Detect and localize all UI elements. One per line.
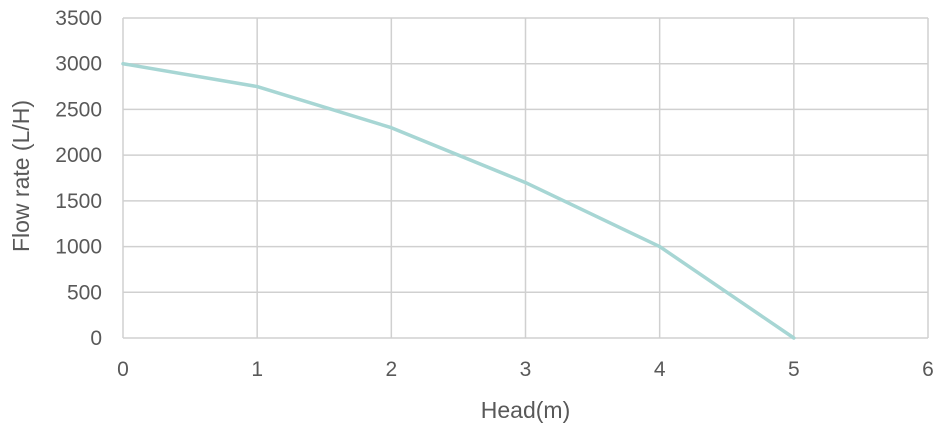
y-axis-title: Flow rate (L/H) — [8, 100, 34, 252]
x-tick-label: 3 — [520, 358, 532, 381]
y-tick-label: 3500 — [55, 7, 102, 30]
series-line — [121, 61, 796, 340]
y-tick-label: 2500 — [55, 98, 102, 121]
y-tick-label: 500 — [67, 281, 102, 304]
x-tick-label: 6 — [922, 358, 934, 381]
y-tick-label: 1500 — [55, 190, 102, 213]
y-tick-label: 0 — [90, 327, 102, 350]
x-tick-label: 4 — [654, 358, 666, 381]
x-tick-label: 5 — [788, 358, 800, 381]
y-tick-label: 1000 — [55, 236, 102, 259]
x-tick-label: 0 — [117, 358, 129, 381]
x-tick-label: 2 — [385, 358, 397, 381]
x-tick-label: 1 — [251, 358, 263, 381]
y-tick-label: 3000 — [55, 53, 102, 76]
x-axis-tick-labels: 0 1 2 3 4 5 6 — [117, 358, 934, 381]
chart-series — [121, 61, 796, 340]
x-axis-title: Head(m) — [481, 397, 570, 423]
y-axis-tick-labels: 0 500 1000 1500 2000 2500 3000 3500 — [55, 7, 102, 350]
chart-grid — [122, 17, 929, 339]
y-tick-label: 2000 — [55, 144, 102, 167]
